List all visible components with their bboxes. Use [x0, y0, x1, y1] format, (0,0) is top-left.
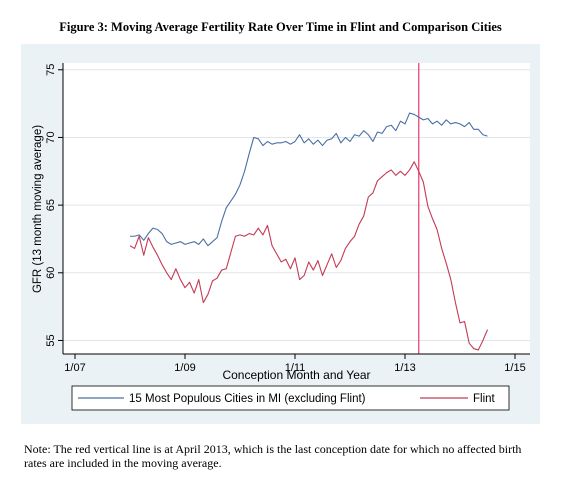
- x-axis-label: Conception Month and Year: [222, 368, 370, 382]
- axes: 55 60 65 70 75 1/07 1/09 1/11 1/13 1/15: [45, 63, 530, 374]
- y-tick-label-75: 75: [45, 64, 57, 76]
- y-tick-label-60: 60: [45, 267, 57, 279]
- y-tick-label-55: 55: [45, 334, 57, 346]
- plot-area: [63, 63, 530, 354]
- gridlines: [63, 69, 530, 341]
- legend-label-comparison-cities: 15 Most Populous Cities in MI (excluding…: [129, 393, 366, 405]
- x-tick-label-2007-01: 1/07: [64, 362, 85, 374]
- x-tick-label-2015-01: 1/15: [504, 362, 525, 374]
- x-tick-label-2011-01: 1/11: [285, 362, 306, 374]
- legend-label-flint: Flint: [473, 393, 496, 405]
- y-tick-label-70: 70: [45, 131, 57, 143]
- x-tick-label-2013-01: 1/13: [394, 362, 415, 374]
- series-layer: [129, 112, 489, 351]
- figure-title: Figure 3: Moving Average Fertility Rate …: [59, 20, 502, 34]
- figure-note: Note: The red vertical line is at April …: [24, 442, 522, 470]
- x-tick-label-2009-01: 1/09: [174, 362, 195, 374]
- y-tick-label-65: 65: [45, 199, 57, 211]
- y-axis-label: GFR (13 month moving average): [32, 125, 44, 293]
- legend: 15 Most Populous Cities in MI (excluding…: [71, 385, 510, 411]
- fertility-chart: 55 60 65 70 75 1/07 1/09 1/11 1/13 1/15 GFR (13 m…: [21, 44, 540, 424]
- series-line-flint: [129, 161, 489, 351]
- series-line-comparison-cities: [130, 112, 488, 247]
